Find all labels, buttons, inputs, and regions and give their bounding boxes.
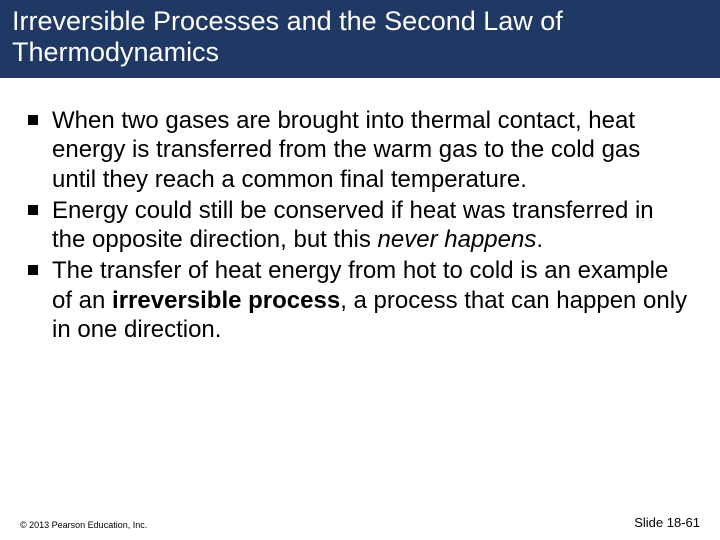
square-bullet-icon [28, 115, 38, 125]
list-item: Energy could still be conserved if heat … [24, 196, 690, 255]
title-bar: Irreversible Processes and the Second La… [0, 0, 720, 78]
list-item-text: Energy could still be conserved if heat … [52, 197, 654, 253]
list-item-text: When two gases are brought into thermal … [52, 107, 640, 193]
list-item: The transfer of heat energy from hot to … [24, 256, 690, 344]
bullet-list: When two gases are brought into thermal … [24, 106, 690, 344]
slide-number: Slide 18-61 [634, 515, 700, 530]
slide: Irreversible Processes and the Second La… [0, 0, 720, 540]
slide-title: Irreversible Processes and the Second La… [12, 6, 708, 68]
slide-body: When two gases are brought into thermal … [0, 78, 720, 540]
list-item-text: The transfer of heat energy from hot to … [52, 257, 687, 343]
list-item: When two gases are brought into thermal … [24, 106, 690, 194]
square-bullet-icon [28, 265, 38, 275]
slide-footer: © 2013 Pearson Education, Inc. Slide 18-… [0, 515, 720, 530]
copyright-text: © 2013 Pearson Education, Inc. [20, 520, 147, 530]
square-bullet-icon [28, 205, 38, 215]
